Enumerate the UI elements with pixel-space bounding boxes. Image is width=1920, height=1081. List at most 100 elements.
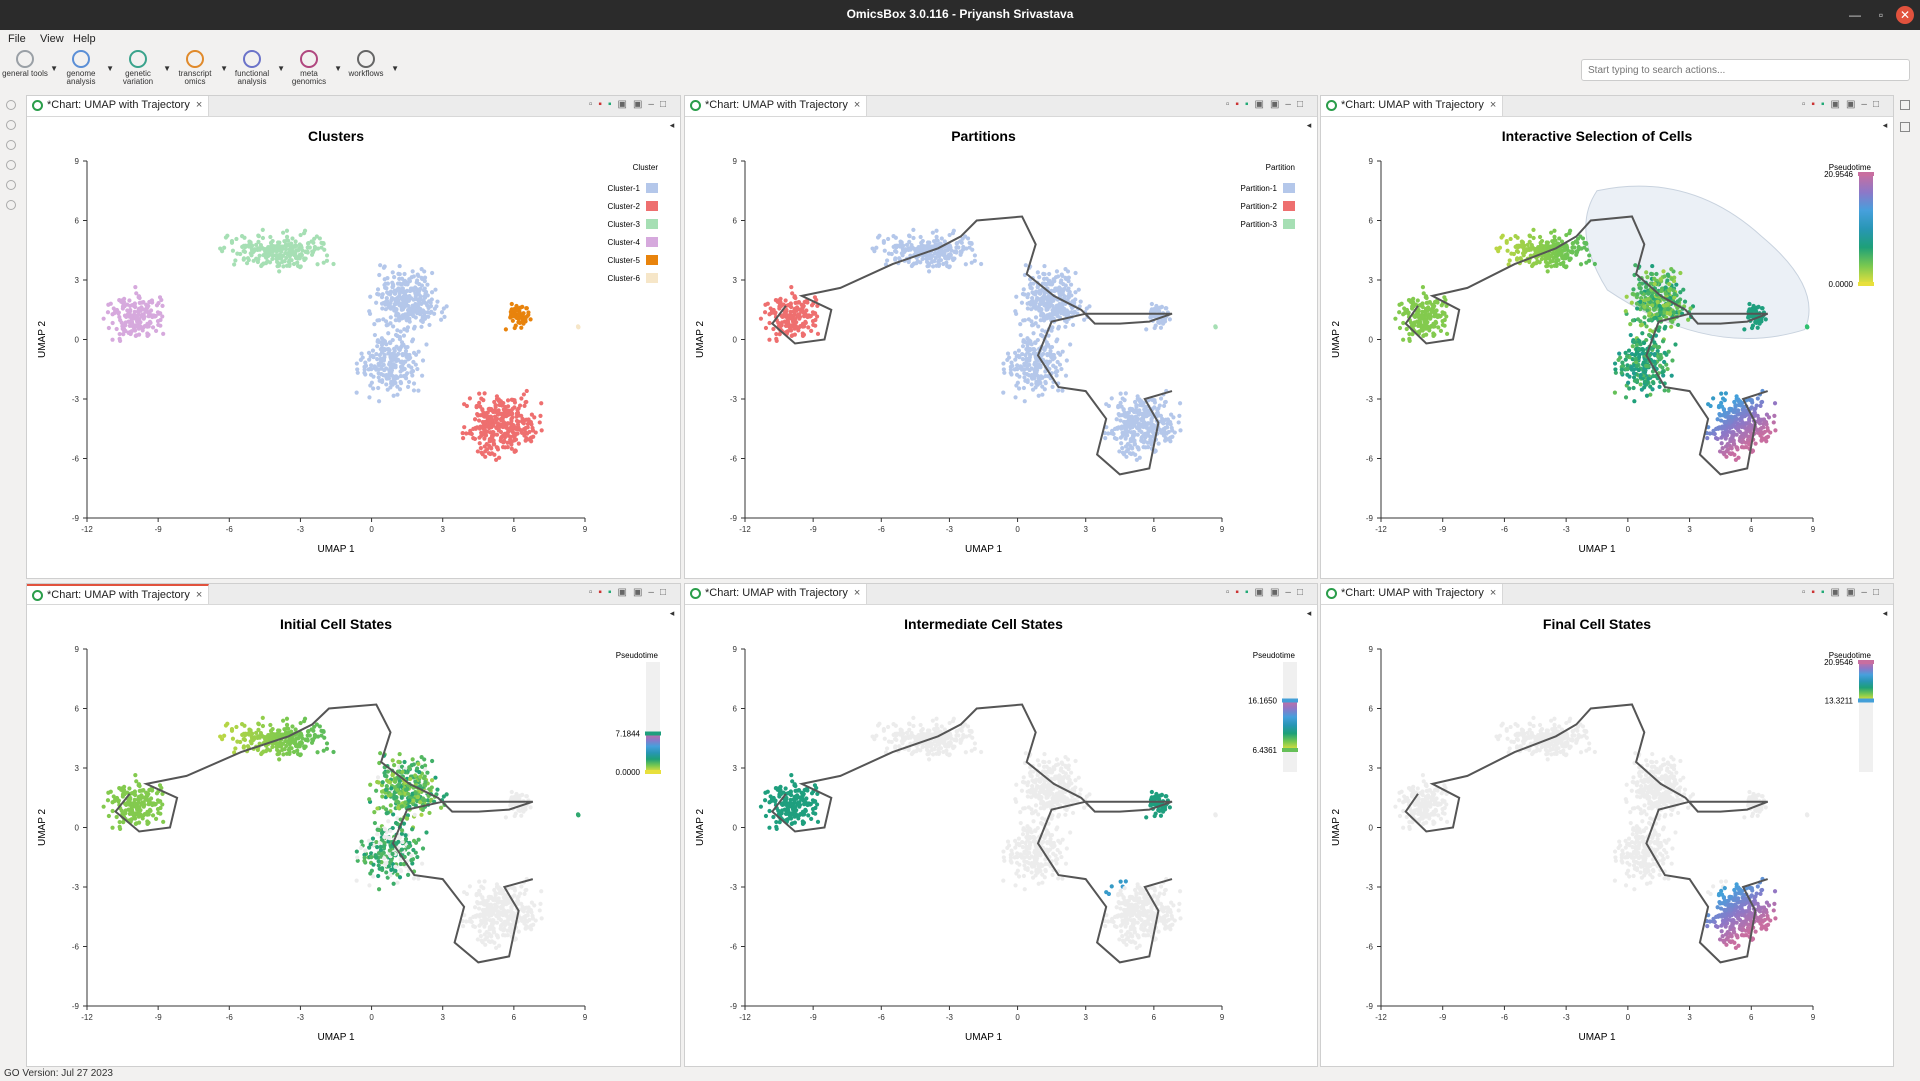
cell-point bbox=[1001, 361, 1006, 366]
view-icon[interactable] bbox=[6, 120, 16, 130]
minimize-panel-icon[interactable]: – bbox=[1285, 99, 1297, 110]
cell-point bbox=[1073, 290, 1078, 295]
view-icon[interactable] bbox=[6, 100, 16, 110]
export-excel-icon[interactable]: ▪ bbox=[607, 99, 618, 110]
chart-tab[interactable]: *Chart: UMAP with Trajectory × bbox=[1321, 96, 1504, 116]
cell-point bbox=[303, 256, 308, 261]
close-tab-icon[interactable]: × bbox=[853, 99, 861, 111]
dropdown-arrow-icon[interactable]: ▼ bbox=[391, 64, 399, 73]
save-icon[interactable]: ▣ bbox=[1830, 99, 1846, 110]
chart-tab[interactable]: *Chart: UMAP with Trajectory × bbox=[27, 584, 210, 604]
cell-point bbox=[137, 300, 142, 305]
search-actions-input[interactable] bbox=[1581, 59, 1910, 81]
selection-lasso[interactable] bbox=[1585, 185, 1810, 339]
collapse-legend-icon[interactable]: ◂ bbox=[1307, 121, 1312, 131]
collapse-legend-icon[interactable]: ◂ bbox=[670, 121, 675, 131]
chart-tab[interactable]: *Chart: UMAP with Trajectory × bbox=[27, 96, 210, 116]
general-tools-button[interactable]: general tools ▼ bbox=[2, 50, 58, 78]
export-excel-icon[interactable]: ▪ bbox=[1820, 99, 1831, 110]
cell-point bbox=[947, 232, 952, 238]
save-as-icon[interactable]: ▣ bbox=[1845, 99, 1862, 110]
dropdown-arrow-icon[interactable]: ▼ bbox=[220, 64, 228, 73]
menu-view[interactable]: View bbox=[40, 33, 64, 45]
cell-point bbox=[954, 245, 959, 250]
cell-point bbox=[416, 273, 421, 278]
view-icon[interactable] bbox=[1900, 100, 1910, 110]
cell-point bbox=[1106, 431, 1111, 436]
export-pdf-icon[interactable]: ▪ bbox=[598, 99, 608, 110]
cell-point bbox=[233, 258, 238, 263]
cell-point bbox=[1027, 356, 1032, 361]
cell-point bbox=[1718, 418, 1724, 423]
cell-point bbox=[380, 306, 385, 311]
maximize-panel-icon[interactable]: □ bbox=[1296, 99, 1309, 110]
save-icon[interactable]: ▣ bbox=[617, 587, 633, 598]
cell-point bbox=[425, 282, 430, 287]
save-icon[interactable]: ▣ bbox=[1254, 99, 1270, 110]
minimize-panel-icon[interactable]: – bbox=[648, 99, 660, 110]
cell-point bbox=[415, 366, 420, 372]
dropdown-arrow-icon[interactable]: ▼ bbox=[334, 64, 342, 73]
dropdown-arrow-icon[interactable]: ▼ bbox=[163, 64, 171, 73]
functional-analysis-icon bbox=[243, 50, 261, 68]
export-pdf-icon[interactable]: ▪ bbox=[1235, 99, 1245, 110]
view-icon[interactable] bbox=[6, 140, 16, 150]
cell-point bbox=[1152, 325, 1157, 331]
dropdown-arrow-icon[interactable]: ▼ bbox=[50, 64, 58, 73]
cell-point bbox=[471, 426, 476, 431]
view-icon[interactable] bbox=[6, 160, 16, 170]
maximize-panel-icon[interactable]: □ bbox=[659, 99, 672, 110]
chart-tab[interactable]: *Chart: UMAP with Trajectory × bbox=[685, 96, 868, 116]
cell-point bbox=[369, 851, 374, 856]
minimize-button[interactable]: — bbox=[1849, 8, 1861, 22]
cell-point bbox=[395, 384, 400, 389]
dropdown-arrow-icon[interactable]: ▼ bbox=[277, 64, 285, 73]
metagenomics-button[interactable]: meta genomics ▼ bbox=[286, 50, 342, 86]
export-excel-icon[interactable]: ▪ bbox=[1244, 99, 1255, 110]
x-tick-label: -12 bbox=[1375, 525, 1387, 534]
menu-help[interactable]: Help bbox=[73, 33, 96, 45]
save-icon[interactable]: ▣ bbox=[617, 99, 633, 110]
collapse-legend-icon[interactable]: ◂ bbox=[1883, 121, 1888, 131]
cell-point bbox=[395, 281, 401, 286]
workflows-button[interactable]: workflows ▼ bbox=[343, 50, 399, 78]
colorbar-min-handle[interactable] bbox=[1858, 282, 1874, 286]
transcriptomics-button[interactable]: transcript omics ▼ bbox=[172, 50, 228, 86]
maximize-panel-icon[interactable]: □ bbox=[659, 587, 672, 598]
cell-point bbox=[946, 265, 952, 270]
export-image-icon[interactable]: ▫ bbox=[1801, 99, 1812, 110]
minimize-panel-icon[interactable]: – bbox=[1861, 99, 1873, 110]
close-tab-icon[interactable]: × bbox=[195, 589, 203, 601]
view-icon[interactable] bbox=[6, 180, 16, 190]
genetic-variation-button[interactable]: genetic variation ▼ bbox=[115, 50, 171, 86]
save-as-icon[interactable]: ▣ bbox=[632, 99, 649, 110]
export-image-icon[interactable]: ▫ bbox=[1225, 99, 1236, 110]
view-icon[interactable] bbox=[6, 200, 16, 210]
close-tab-icon[interactable]: × bbox=[195, 99, 203, 111]
export-excel-icon[interactable]: ▪ bbox=[607, 587, 618, 598]
save-as-icon[interactable]: ▣ bbox=[1269, 99, 1286, 110]
export-pdf-icon[interactable]: ▪ bbox=[1811, 99, 1821, 110]
maximize-button[interactable]: ▫ bbox=[1878, 8, 1884, 22]
genome-analysis-button[interactable]: genome analysis ▼ bbox=[58, 50, 114, 86]
minimize-panel-icon[interactable]: – bbox=[648, 587, 660, 598]
colorbar bbox=[1859, 174, 1873, 284]
cell-point bbox=[1552, 228, 1557, 233]
export-image-icon[interactable]: ▫ bbox=[588, 99, 599, 110]
colorbar-max-handle[interactable] bbox=[1858, 172, 1874, 176]
close-tab-icon[interactable]: × bbox=[1489, 99, 1497, 111]
maximize-panel-icon[interactable]: □ bbox=[1872, 99, 1885, 110]
save-as-icon[interactable]: ▣ bbox=[632, 587, 649, 598]
export-image-icon[interactable]: ▫ bbox=[588, 587, 599, 598]
close-window-button[interactable]: ✕ bbox=[1896, 6, 1914, 24]
view-icon[interactable] bbox=[1900, 122, 1910, 132]
cell-point bbox=[1642, 304, 1647, 309]
legend-swatch bbox=[1283, 201, 1295, 211]
menu-file[interactable]: File bbox=[8, 33, 26, 45]
cell-point bbox=[1644, 324, 1649, 329]
functional-analysis-button[interactable]: functional analysis ▼ bbox=[229, 50, 285, 86]
dropdown-arrow-icon[interactable]: ▼ bbox=[106, 64, 114, 73]
export-pdf-icon[interactable]: ▪ bbox=[598, 587, 608, 598]
cell-point bbox=[1747, 442, 1752, 447]
cell-point bbox=[934, 228, 939, 233]
